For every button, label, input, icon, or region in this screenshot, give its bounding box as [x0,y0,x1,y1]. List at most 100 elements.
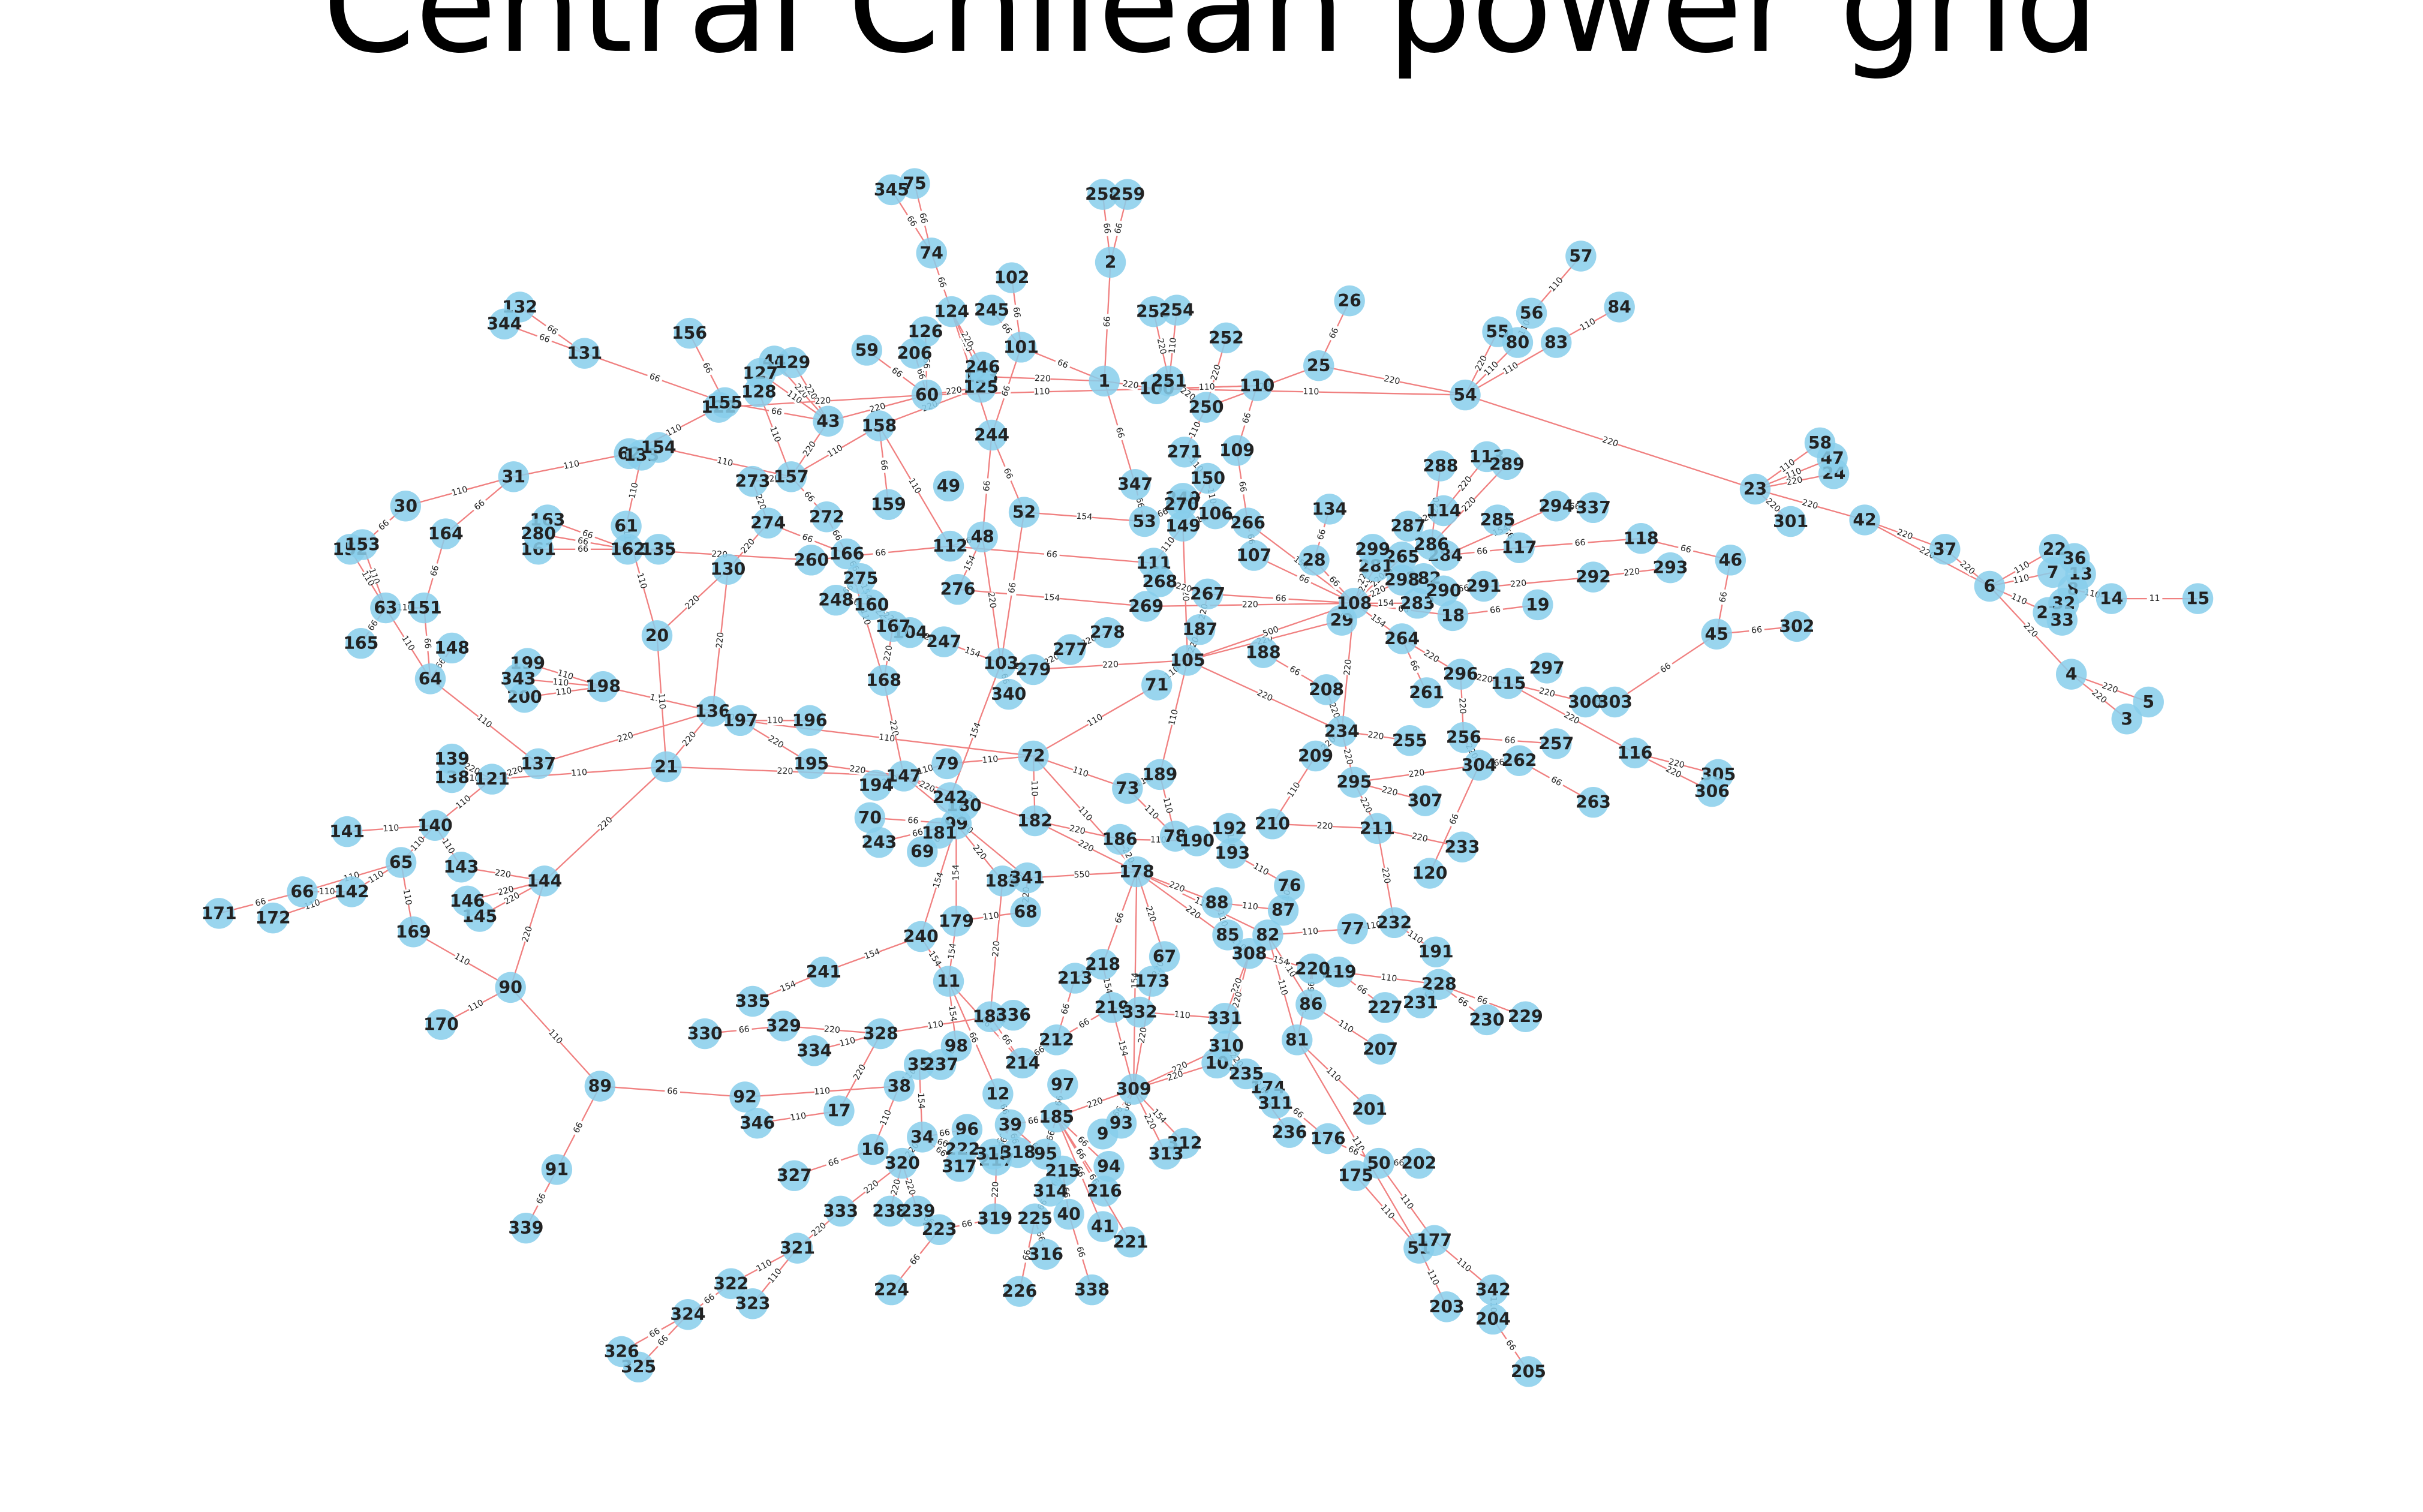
node-label: 74 [920,243,943,263]
edge-label-background [2012,573,2030,586]
node-46: 46 [1715,545,1746,576]
node-20: 20 [641,620,673,651]
edge-label: 110 [383,823,399,834]
edge-label: 110 [635,572,648,590]
node-label: 278 [1090,623,1125,642]
edge-label: 110 [2012,573,2030,585]
node-49: 49 [933,470,964,502]
node-label: 46 [1719,550,1742,570]
node-label: 261 [1409,683,1444,703]
edge-label-background [1406,657,1422,675]
node-label: 52 [1012,503,1036,522]
edge-label: 66 [422,638,433,649]
node-36: 36 [2059,543,2090,574]
edge-label-background [1502,735,1518,746]
node-label: 3 [2121,709,2133,729]
node-57: 57 [1565,241,1597,272]
edge-label: 110 [627,482,640,500]
node-label: 130 [710,560,745,579]
node-196: 196 [792,705,828,737]
edge-label: 220 [991,1182,1001,1198]
edge-label: 154 [1272,955,1290,968]
node-31: 31 [498,461,530,492]
edge-label: 220 [1086,1096,1104,1110]
edge-label: 550 [1074,870,1090,880]
node-12: 12 [982,1078,1014,1110]
node-210: 210 [1255,808,1290,840]
edge-label-background [1029,780,1039,796]
node-label: 313 [1149,1144,1184,1164]
node-label: 181 [922,823,957,843]
node-label: 176 [1310,1129,1346,1149]
edge-label: 110 [1029,780,1039,796]
node-label: 288 [1423,456,1458,476]
node-84: 84 [1604,291,1635,323]
node-label: 292 [1576,567,1611,587]
node-label: 19 [1526,595,1549,615]
edge-label: 220 [715,632,726,649]
edge-label-background [1240,409,1254,427]
edge-label: 66 [961,1219,973,1230]
node-label: 304 [1462,755,1497,775]
node-label: 57 [1569,247,1592,266]
edge-label: 66 [1718,591,1729,603]
node-30: 30 [390,491,422,522]
edge-label: 66 [801,532,814,545]
edge-label-background [1454,1257,1473,1274]
edge-label: 66 [1327,326,1340,340]
edge-label-background [1474,546,1490,557]
node-label: 148 [434,638,470,658]
edge-label-background [440,837,456,855]
node-339: 339 [508,1212,543,1244]
edge-label: 66 [1102,316,1113,327]
edge-label-background [1286,781,1302,799]
edge-label-background [1460,495,1478,513]
edge-label: 220 [986,591,998,609]
node-label: 153 [345,535,380,555]
edge-label: 154 [963,645,982,660]
node-label: 175 [1338,1166,1373,1186]
node-label: 260 [793,550,829,570]
node-label: 110 [1239,376,1274,396]
edge-label: 154 [779,979,798,994]
edge-label: 220 [1475,672,1493,685]
edge-label-background [1086,713,1104,729]
node-label: 342 [1475,1280,1511,1300]
node-label: 30 [394,496,417,516]
edge-label: 66 [1316,528,1328,541]
node-label: 85 [1216,925,1239,945]
node-label: 236 [1271,1123,1307,1143]
edge-label: 110 [716,456,734,468]
edge-label: 66 [802,489,816,504]
edge-label-background [1076,805,1094,823]
node-226: 226 [1002,1276,1037,1307]
node-297: 297 [1529,653,1565,684]
edge-label-background [1510,578,1527,590]
edge-label: 66 [1241,411,1253,425]
node-48: 48 [967,521,998,552]
edge-label: 66 [1393,1159,1404,1168]
edge-label-background [982,755,999,765]
node-33: 33 [2046,605,2078,636]
edge-label: 154 [1076,512,1093,522]
node-label: 49 [937,476,960,496]
node-334: 334 [796,1035,832,1066]
edge-label: 66 [889,365,904,380]
edge-label-background [1179,386,1197,402]
node-label: 275 [843,569,878,588]
node-label: 117 [1502,538,1537,558]
node-256: 256 [1446,722,1481,753]
edge-label: 220 [2101,681,2120,695]
node-label: 319 [977,1209,1012,1229]
node-208: 208 [1309,674,1344,705]
edge-label-background [1188,420,1203,439]
node-label: 173 [1134,972,1170,991]
node-label: 150 [1190,468,1225,488]
node-label: 346 [739,1113,775,1133]
edge-label-background [367,869,386,885]
node-292: 292 [1576,561,1611,593]
edge-label-background [1155,338,1168,355]
node-label: 54 [1453,385,1477,405]
edge-label: 110 [467,998,485,1014]
node-label: 242 [933,787,968,807]
